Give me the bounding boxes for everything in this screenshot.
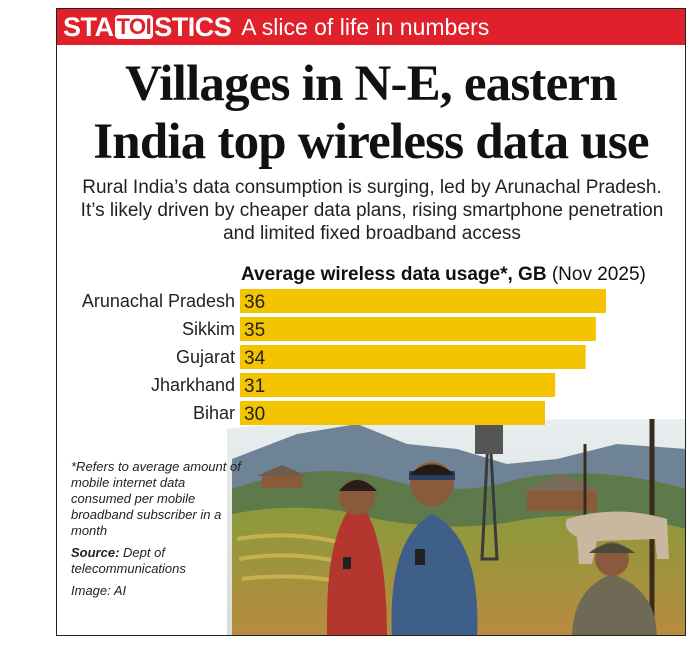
bar-bihar — [240, 401, 545, 425]
bar-arunachal-pradesh — [240, 289, 606, 313]
category-label: Bihar — [193, 403, 235, 423]
bar-gujarat — [240, 345, 586, 369]
bar-jharkhand — [240, 373, 556, 397]
chart-title: Average wireless data usage*, GB (Nov 20… — [241, 264, 646, 286]
infographic-frame: STA TOI STICS A slice of life in numbers V… — [56, 8, 686, 636]
brand-logo: STA TOI STICS — [63, 11, 232, 43]
chart-title-main: Average wireless data usage*, GB — [241, 264, 547, 285]
chart-title-suffix: (Nov 2025) — [551, 264, 646, 285]
source-label: Source: — [71, 545, 120, 560]
category-label: Sikkim — [182, 319, 235, 339]
footnote-note: *Refers to average amount of mobile inte… — [71, 459, 241, 538]
category-label: Jharkhand — [151, 375, 235, 395]
brand-post: STICS — [154, 11, 232, 42]
headline: Villages in N-E, eastern India top wirel… — [57, 55, 685, 171]
source-text: Dept of telecommunications — [71, 545, 186, 576]
brand-toi: TOI — [114, 14, 154, 39]
category-label: Gujarat — [176, 347, 235, 367]
category-label: Arunachal Pradesh — [82, 291, 235, 311]
bar-sikkim — [240, 317, 596, 341]
value-label: 36 — [244, 292, 265, 313]
brand-pre: STA — [63, 11, 114, 42]
banner-tagline: A slice of life in numbers — [241, 13, 490, 40]
bar-chart: Arunachal Pradesh 36 Sikkim 35 Gujarat 34 Jhar… — [82, 289, 606, 425]
banner: STA TOI STICS A slice of life in numbers — [57, 9, 685, 45]
headline-line-2: India top wireless data use — [93, 114, 649, 170]
value-label: 30 — [244, 404, 265, 425]
footnote-source: Source: Dept of telecommunications — [71, 545, 241, 577]
village-illustration — [227, 419, 685, 635]
value-label: 34 — [244, 348, 266, 369]
image-credit: Image: AI — [71, 583, 127, 598]
subtitle: Rural India’s data consumption is surgin… — [80, 177, 664, 244]
value-label: 35 — [244, 320, 265, 341]
headline-line-1: Villages in N-E, eastern — [125, 56, 618, 112]
value-label: 31 — [244, 376, 265, 397]
footnote: *Refers to average amount of mobile inte… — [71, 459, 241, 605]
